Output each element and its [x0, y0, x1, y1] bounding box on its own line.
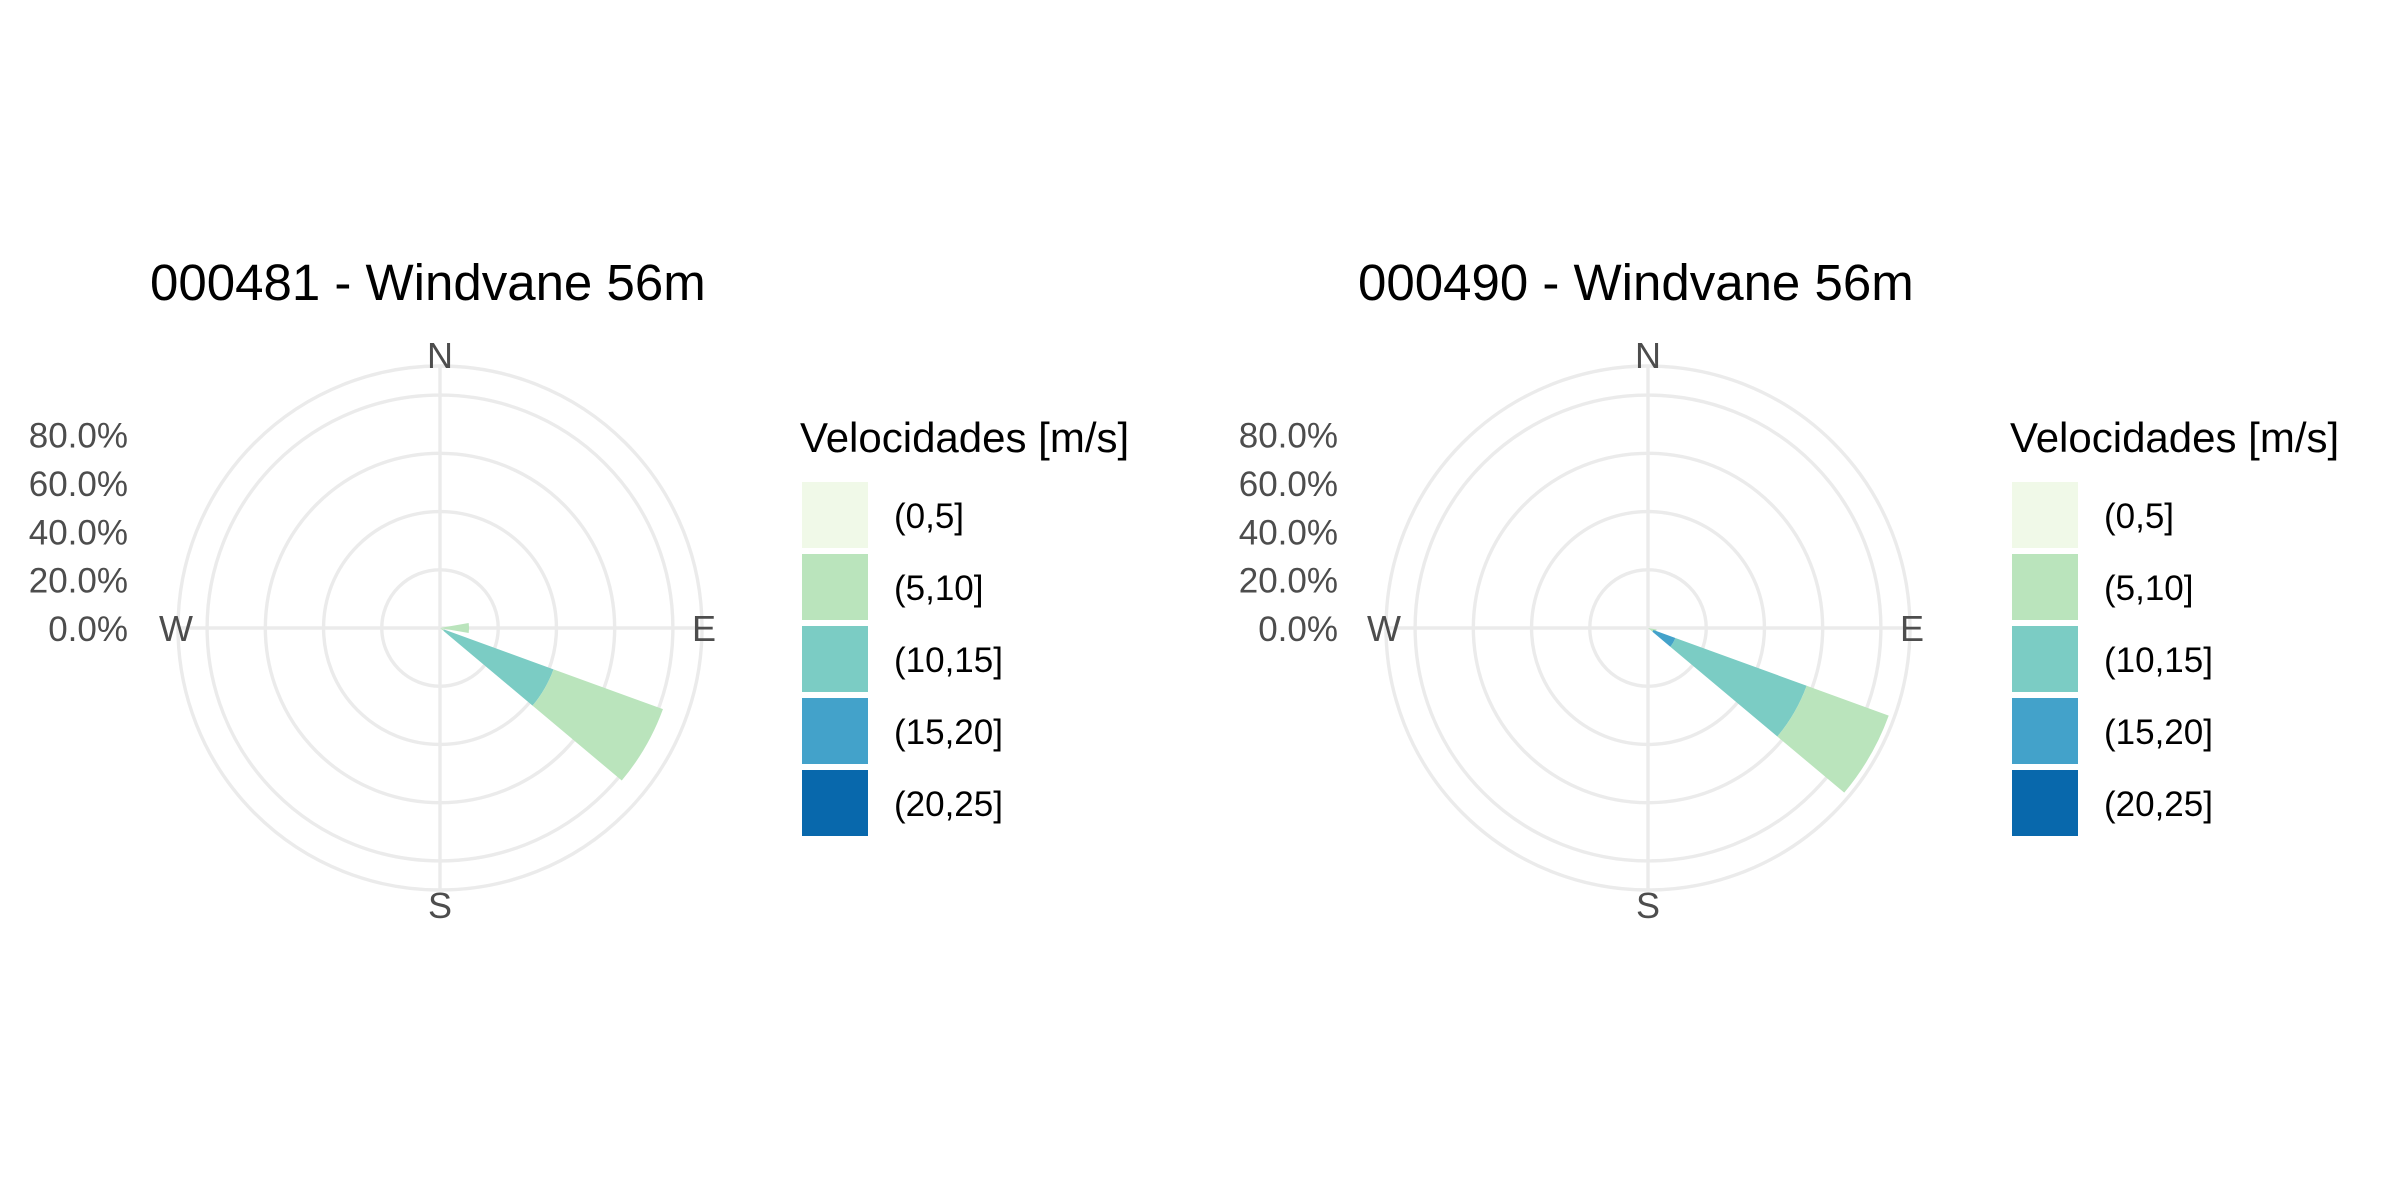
radial-tick-label: 80.0% — [29, 417, 128, 456]
direction-label-e: E — [692, 608, 716, 649]
sector-1-stack-2 — [443, 629, 554, 706]
legend-key — [802, 770, 868, 836]
direction-label-w: W — [1367, 608, 1401, 649]
legend-key — [802, 626, 868, 692]
legend-key — [2012, 698, 2078, 764]
radial-tick-label: 80.0% — [1239, 417, 1338, 456]
legend-key — [2012, 482, 2078, 548]
radial-tick-label: 20.0% — [29, 562, 128, 601]
chart-title: 000490 - Windvane 56m — [1358, 254, 1914, 311]
direction-label-s: S — [428, 885, 452, 926]
legend-key — [2012, 554, 2078, 620]
windrose-panel-1: 000481 - Windvane 56m N E S W 0.0% 20.0% 40.0% 6… — [29, 254, 1129, 926]
sector-1-stack-2 — [1670, 637, 1807, 737]
legend: Velocidades [m/s] (0,5] (5,10] (10,15] (15,2… — [800, 414, 1129, 836]
legend: Velocidades [m/s] (0,5] (5,10] (10,15] (15,2… — [2010, 414, 2339, 836]
chart-title: 000481 - Windvane 56m — [150, 254, 706, 311]
legend-label: (5,10] — [894, 569, 984, 608]
legend-label: (5,10] — [2104, 569, 2194, 608]
legend-key — [802, 554, 868, 620]
sector-1-stack-3 — [532, 669, 663, 781]
windrose-panel-2: 000490 - Windvane 56m N E S W 0.0% 20.0% 40.0% 6… — [1239, 254, 2339, 926]
direction-label-s: S — [1636, 885, 1660, 926]
legend-key — [802, 698, 868, 764]
radial-tick-label: 60.0% — [29, 465, 128, 504]
direction-label-n: N — [1635, 335, 1661, 376]
radial-tick-label: 40.0% — [29, 513, 128, 552]
legend-label: (20,25] — [2104, 785, 2213, 824]
sector-0-stack-1 — [440, 622, 470, 634]
radial-tick-label: 0.0% — [1258, 610, 1338, 649]
legend-key — [2012, 626, 2078, 692]
sector-1-stack-1 — [1652, 629, 1676, 647]
direction-label-w: W — [159, 608, 193, 649]
sector-1-stack-0 — [1648, 628, 1654, 632]
radial-tick-label: 0.0% — [48, 610, 128, 649]
sector-1-stack-1 — [440, 628, 445, 631]
legend-key — [2012, 770, 2078, 836]
radial-tick-label: 60.0% — [1239, 465, 1338, 504]
direction-label-e: E — [1900, 608, 1924, 649]
legend-label: (0,5] — [2104, 497, 2174, 536]
legend-label: (10,15] — [894, 641, 1003, 680]
legend-key — [802, 482, 868, 548]
direction-label-n: N — [427, 335, 453, 376]
radial-tick-label: 40.0% — [1239, 513, 1338, 552]
sector-1-stack-3 — [1777, 685, 1889, 793]
legend-label: (10,15] — [2104, 641, 2213, 680]
legend-title: Velocidades [m/s] — [800, 414, 1129, 461]
legend-label: (15,20] — [894, 713, 1003, 752]
legend-title: Velocidades [m/s] — [2010, 414, 2339, 461]
legend-label: (20,25] — [894, 785, 1003, 824]
legend-label: (15,20] — [2104, 713, 2213, 752]
legend-label: (0,5] — [894, 497, 964, 536]
radial-tick-label: 20.0% — [1239, 562, 1338, 601]
